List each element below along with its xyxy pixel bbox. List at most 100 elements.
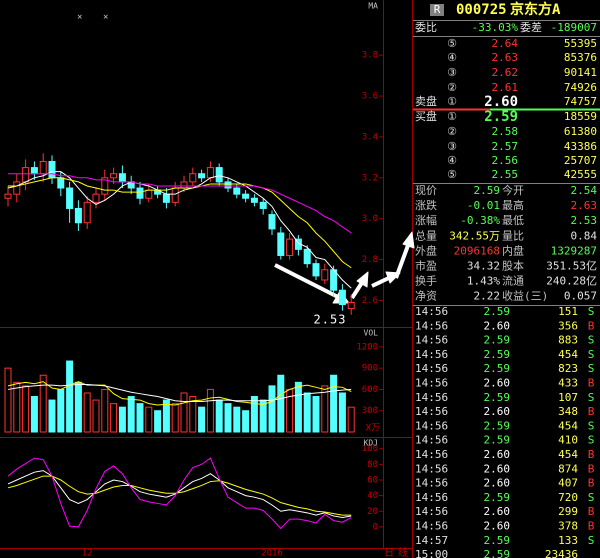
bid-volume: 18559 (564, 110, 597, 123)
volume-bar (83, 392, 91, 433)
ratio-label2: 委差 (520, 20, 542, 34)
volume-bar (48, 399, 56, 433)
indicator-line (7, 383, 352, 402)
indicator-line (7, 475, 352, 516)
tick-side: B (588, 377, 595, 390)
tick-side: B (588, 520, 595, 533)
stat-value2: 2.53 (571, 214, 598, 227)
candle-body (39, 160, 47, 175)
tick-volume: 874 (558, 462, 578, 475)
ask-label: 卖盘 (415, 94, 437, 108)
panel-label: KDJ (364, 439, 378, 448)
volume-bar (303, 392, 311, 433)
tick-volume: 433 (558, 377, 578, 390)
ratio-label: 委比 (415, 21, 437, 34)
volume-bar (66, 360, 74, 433)
tick-volume: 454 (558, 419, 578, 432)
candle-body (101, 177, 109, 195)
bid-level: ① (447, 110, 457, 123)
tick-volume: 356 (558, 319, 578, 332)
y-tick-label: 80 (367, 460, 378, 470)
stat-label2: 收益(三) (502, 289, 548, 303)
tick-time: 14:56 (415, 305, 448, 318)
tick-time: 14:56 (415, 391, 448, 404)
y-tick-label: 3.0 (362, 214, 378, 224)
tick-side: B (588, 405, 595, 418)
stat-value: -0.38% (460, 214, 500, 227)
ask-volume: 74757 (564, 95, 597, 108)
tick-price: 2.60 (484, 520, 511, 533)
stat-label: 涨跌 (415, 198, 437, 212)
candle-body (233, 187, 241, 195)
stat-label2: 最高 (502, 198, 524, 212)
tick-side: B (588, 448, 595, 461)
tick-side: B (588, 477, 595, 490)
volume-bar (321, 385, 329, 433)
volume-bar (127, 396, 135, 433)
candle-body (110, 173, 118, 179)
volume-bar (92, 399, 100, 433)
bid-level: ③ (447, 140, 457, 153)
y-tick-label: 900 (362, 364, 378, 374)
stat-label2: 量比 (502, 229, 524, 242)
candle-body (136, 187, 144, 199)
stat-label: 换手 (415, 274, 437, 288)
candle-body (338, 289, 346, 306)
tick-time: 14:56 (415, 348, 448, 361)
tick-price: 2.60 (484, 462, 511, 475)
ask-price: 2.63 (492, 51, 519, 64)
candle-body (215, 167, 223, 183)
tick-side: B (588, 319, 595, 332)
ask-level: ③ (447, 66, 457, 79)
tick-volume: 883 (558, 334, 578, 347)
bid-label: 买盘 (415, 109, 437, 123)
stat-value: 1.43% (467, 275, 500, 288)
indicator-line (7, 381, 352, 406)
badge: R (434, 3, 441, 16)
stat-label: 涨幅 (415, 214, 437, 227)
candle-body (224, 181, 232, 189)
volume-bar (180, 392, 188, 433)
stat-label2: 今开 (502, 183, 524, 197)
period-tab: 日线 (384, 546, 412, 558)
volume-bar (154, 410, 162, 433)
tick-volume: 454 (558, 448, 578, 461)
tick-time: 14:56 (415, 434, 448, 447)
candle-body (30, 167, 38, 175)
stat-label2: 内盘 (502, 243, 524, 257)
x-tick-label: 12 (82, 549, 93, 558)
candle-body (4, 193, 12, 199)
tick-volume: 23436 (545, 548, 578, 558)
tick-volume: 378 (558, 520, 578, 533)
y-tick-label: 300 (362, 406, 378, 416)
stat-label: 总量 (415, 228, 437, 242)
bid-price: 2.58 (492, 125, 519, 138)
tick-volume: 299 (558, 505, 578, 518)
stock-name: 京东方A (510, 1, 561, 18)
tick-price: 2.60 (484, 319, 511, 332)
x-tick-label: 2016 (261, 549, 283, 558)
volume-bar (39, 374, 47, 433)
indicator-line (7, 470, 352, 519)
tick-time: 14:56 (415, 377, 448, 390)
volume-bar (136, 403, 144, 433)
volume-bar (206, 388, 214, 433)
tick-price: 2.59 (484, 434, 511, 447)
stat-value2: 0.057 (564, 290, 597, 303)
volume-bar (242, 410, 250, 433)
volume-bar (198, 406, 206, 433)
tick-side: S (588, 305, 595, 318)
svg-text:×: × (103, 13, 108, 23)
volume-bar (57, 388, 65, 433)
candle-body (92, 193, 100, 203)
ask-price: 2.64 (492, 37, 519, 50)
stat-label: 外盘 (415, 243, 437, 257)
y-tick-label: 3.4 (362, 132, 378, 142)
volume-bar (101, 388, 109, 433)
tick-price: 2.59 (484, 391, 511, 404)
tick-price: 2.60 (484, 405, 511, 418)
tick-volume: 151 (558, 305, 578, 318)
tick-time: 14:56 (415, 448, 448, 461)
tick-time: 14:57 (415, 534, 448, 547)
